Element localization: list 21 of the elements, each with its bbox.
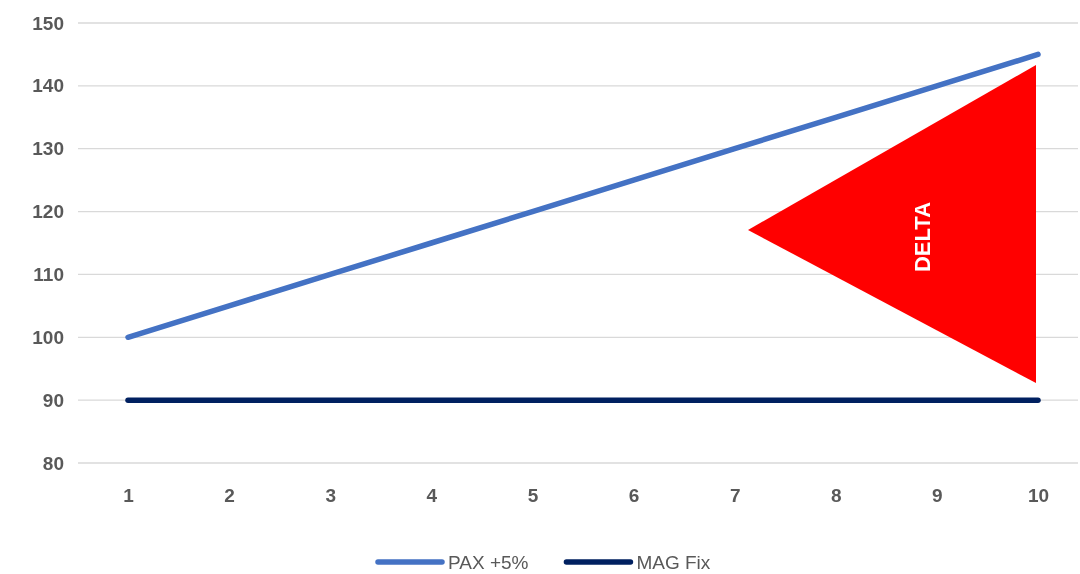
x-tick-label: 1	[123, 485, 135, 507]
x-tick-label: 10	[1027, 485, 1050, 507]
x-tick-label: 7	[729, 485, 741, 507]
y-tick-label: 120	[32, 201, 64, 223]
x-tick-label: 4	[426, 485, 438, 507]
annotation: DELTA	[910, 201, 935, 273]
x-tick-label: 5	[527, 485, 539, 507]
y-tick-label: 80	[42, 452, 64, 474]
x-tick-label: 6	[628, 485, 640, 507]
y-tick-label: 90	[42, 389, 64, 411]
y-tick-label: 130	[32, 138, 64, 160]
x-tick-label: 9	[932, 485, 943, 507]
y-tick-label: 140	[32, 75, 64, 97]
legend-label: MAG Fix	[636, 552, 711, 573]
y-tick-label: 150	[32, 12, 64, 34]
y-tick-label: 100	[32, 326, 64, 348]
x-tick-label: 3	[325, 485, 337, 507]
legend-label: PAX +5%	[448, 552, 529, 573]
y-tick-label: 110	[33, 264, 64, 286]
x-tick-label: 2	[224, 485, 235, 507]
x-tick-label: 8	[830, 485, 842, 507]
